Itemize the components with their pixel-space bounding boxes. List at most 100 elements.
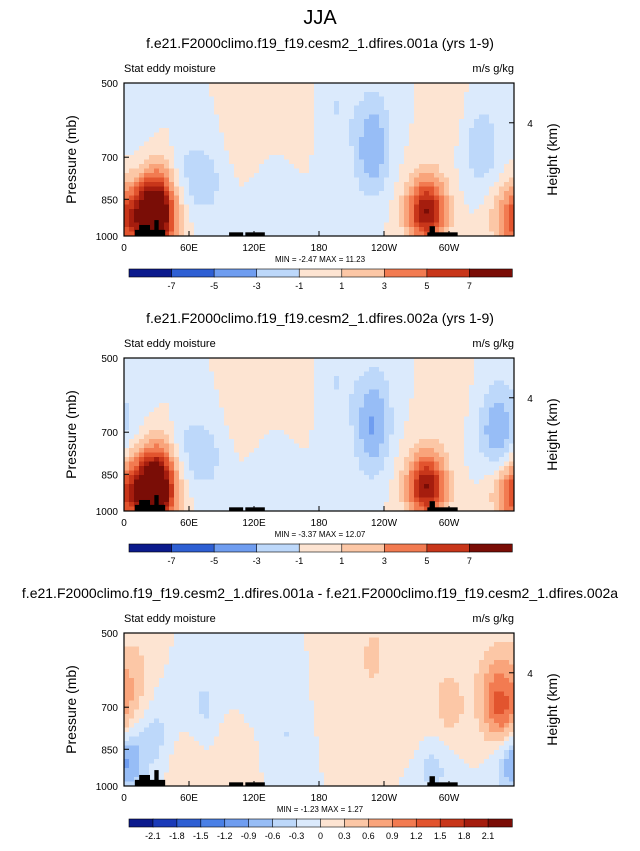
field-cell [454,101,460,106]
field-cell [199,380,205,386]
field-cell [474,159,480,165]
field-cell [319,101,325,106]
field-cell [219,416,225,422]
field-cell [344,389,350,395]
field-cell [474,461,480,467]
field-cell [439,83,445,88]
field-cell [254,182,260,187]
field-cell [469,358,475,363]
field-cell [144,110,150,115]
field-cell [204,421,210,426]
field-cell [419,358,425,363]
field-cell [459,362,465,368]
field-cell [434,105,440,111]
field-cell [189,227,195,232]
field-cell [494,380,500,386]
field-cell [214,146,220,151]
colorbar: -7 -5 -3 -1 1 3 5 7 [128,268,513,291]
field-cell [359,385,365,390]
field-cell [179,367,185,372]
field-cell [479,101,485,106]
field-cell [504,213,510,219]
field-cell [229,132,235,138]
field-cell [224,434,230,440]
field-cell [259,470,265,476]
field-cell [304,173,310,178]
field-cell [124,376,130,381]
field-cell [134,177,140,183]
field-cell [229,398,235,404]
field-cell [429,101,435,106]
field-cell [459,403,465,408]
field-cell [509,425,515,431]
field-cell [339,195,345,201]
field-cell [439,150,445,156]
field-cell [404,385,410,390]
orography-block [429,226,435,236]
field-cell [364,416,370,422]
field-cell [364,412,370,417]
field-cell [129,461,135,467]
field-cell [189,83,195,88]
field-cell [369,430,375,435]
field-cell [469,421,475,426]
field-cell [144,114,150,120]
field-cell [219,87,225,93]
field-cell [399,186,405,192]
field-cell [449,227,455,232]
field-cell [259,83,265,88]
field-cell [479,421,485,426]
field-cell [354,376,360,381]
field-cell [159,83,165,88]
field-cell [224,443,230,449]
field-cell [179,358,185,363]
field-cell [199,430,205,435]
field-cell [289,159,295,165]
field-cell [324,191,330,196]
field-cell [459,87,465,93]
field-cell [339,385,345,390]
field-cell [459,110,465,115]
field-cell [334,358,340,363]
field-cell [199,479,205,485]
field-cell [489,128,495,133]
field-cell [229,164,235,169]
field-cell [339,222,345,228]
field-cell [459,200,465,205]
colorbar-box [213,268,258,278]
field-cell [269,119,275,124]
field-cell [459,227,465,232]
field-cell [264,452,270,458]
field-cell [154,92,160,97]
field-cell [344,394,350,399]
field-cell [219,146,225,151]
field-cell [464,83,470,88]
field-cell [164,191,170,196]
field-cell [344,191,350,196]
field-cell [304,421,310,426]
field-cell [419,101,425,106]
field-cell [374,484,380,489]
field-cell [469,412,475,417]
field-cell [484,430,490,435]
field-cell [504,367,510,372]
field-cell [239,195,245,201]
field-cell [229,101,235,106]
field-cell [149,385,155,390]
field-cell [309,380,315,386]
field-cell [254,475,260,480]
field-cell [259,403,265,408]
field-cell [389,376,395,381]
field-cell [284,96,290,102]
field-cell [224,416,230,422]
field-cell [384,416,390,422]
field-cell [134,443,140,449]
field-cell [349,385,355,390]
field-cell [294,362,300,368]
field-cell [134,479,140,485]
field-cell [409,443,415,449]
field-cell [504,123,510,129]
field-cell [399,475,405,480]
field-cell [504,231,510,237]
field-cell [499,457,505,462]
